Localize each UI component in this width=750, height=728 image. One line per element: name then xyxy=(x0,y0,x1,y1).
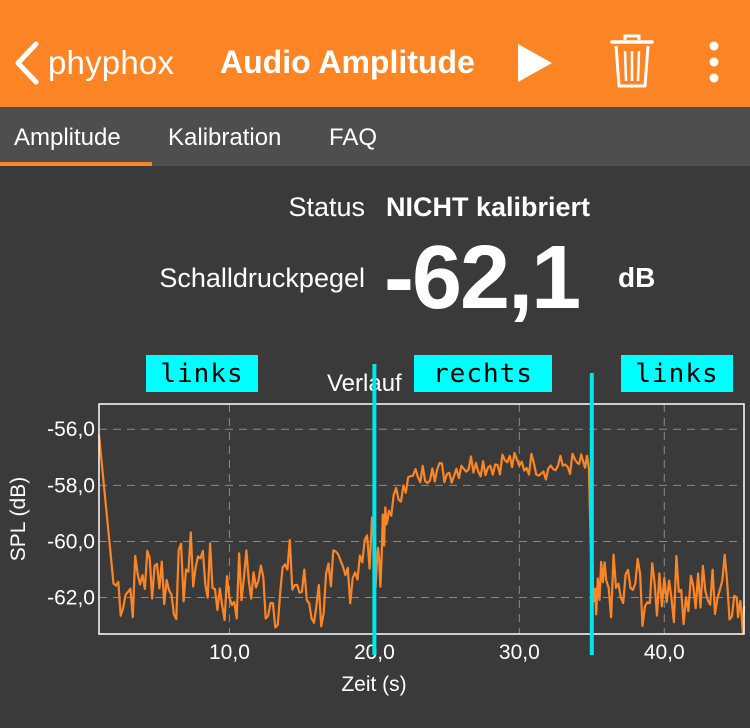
grid-lines xyxy=(99,404,744,634)
y-tick-label: -56,0 xyxy=(47,418,95,441)
annotation-lines xyxy=(372,364,594,655)
x-tick-label: 10,0 xyxy=(209,641,250,664)
back-label: phyphox xyxy=(48,44,175,81)
delete-button[interactable] xyxy=(610,34,654,95)
spl-value: -62,1 xyxy=(384,228,581,328)
x-tick-label: 40,0 xyxy=(644,641,685,664)
tab-amplitude[interactable]: Amplitude xyxy=(14,124,121,151)
x-axis-label: Zeit (s) xyxy=(341,673,406,696)
chevron-left-icon xyxy=(15,41,39,85)
plot-frame xyxy=(98,403,745,635)
back-button[interactable]: phyphox xyxy=(14,36,174,90)
status-label: Status xyxy=(288,192,365,222)
top-app-bar: phyphox Audio Amplitude xyxy=(0,0,750,107)
tick-labels: 10,020,030,040,0-56,0-58,0-60,0-62,0 xyxy=(47,418,685,664)
spl-unit: dB xyxy=(618,262,656,293)
graph-title: Verlauf xyxy=(327,370,402,397)
tab-bar: Amplitude Kalibration FAQ xyxy=(0,107,750,166)
tab-faq[interactable]: FAQ xyxy=(329,124,378,151)
tab-kalibration[interactable]: Kalibration xyxy=(168,124,282,151)
y-tick-label: -60,0 xyxy=(47,530,95,553)
more-options-button[interactable] xyxy=(700,40,728,89)
y-axis-label: SPL (dB) xyxy=(7,477,30,561)
annotation-tag-links-2: links xyxy=(621,355,733,392)
y-tick-label: -62,0 xyxy=(47,587,95,610)
status-value: NICHT kalibriert xyxy=(386,192,591,222)
trash-icon xyxy=(610,34,654,88)
y-tick-label: -58,0 xyxy=(47,474,95,497)
series-line xyxy=(97,434,746,634)
x-tick-label: 30,0 xyxy=(499,641,540,664)
play-icon xyxy=(518,44,552,82)
annotation-tag-rechts: rechts xyxy=(414,355,552,392)
annotation-tag-links-1: links xyxy=(146,355,258,392)
more-vertical-icon xyxy=(709,41,719,83)
active-tab-indicator xyxy=(0,162,152,166)
spl-label: Schalldruckpegel xyxy=(159,263,365,293)
play-button[interactable] xyxy=(514,42,554,89)
page-title: Audio Amplitude xyxy=(220,44,475,80)
